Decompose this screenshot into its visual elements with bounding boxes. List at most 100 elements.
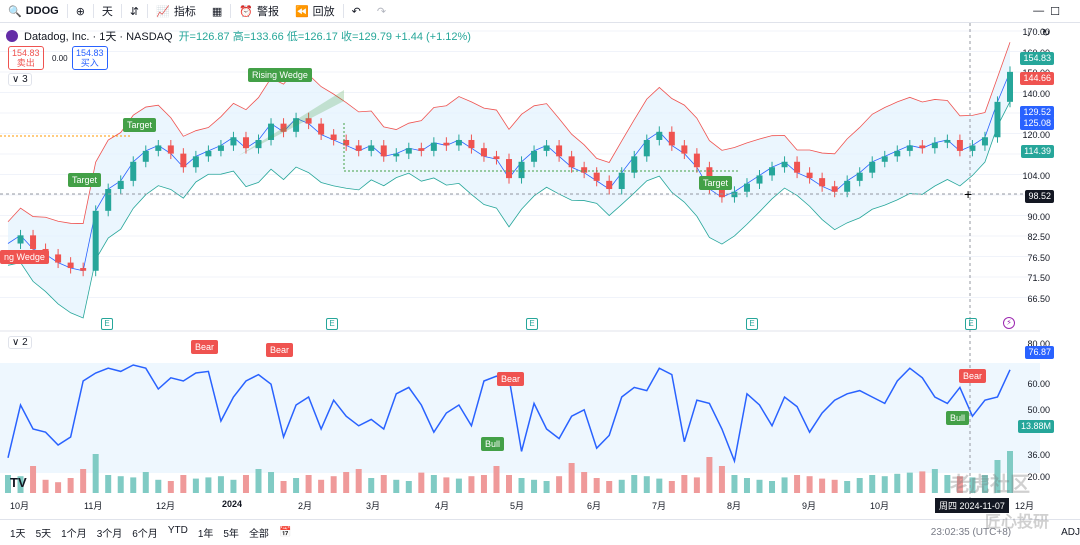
volume-bar [330,476,337,493]
date-range-icon[interactable]: 📅 [278,527,292,538]
time-axis-label: 5月 [510,501,525,511]
undo-button[interactable]: ↶ [344,0,369,22]
bull-label[interactable]: Bull [481,437,505,451]
volume-bar [581,472,588,493]
pane2-indicator-toggle[interactable]: ∨ 2 [8,336,32,349]
bear-label[interactable]: Bear [191,340,219,354]
price-axis-label: 82.50 [1027,232,1050,242]
candle-body [167,145,174,154]
range-button[interactable]: 5天 [35,529,52,540]
volume-bar [969,477,976,493]
volume-bar [42,479,49,493]
candle-body [268,123,275,140]
symbol-search[interactable]: 🔍 DDOG [0,0,67,22]
candle-body [518,161,525,179]
candle-body [230,137,237,146]
sell-price: 154.83 [12,48,40,58]
candle-body [819,178,826,187]
templates-button[interactable]: ▦ [204,0,230,22]
candle-body [305,118,312,124]
axis-controls: ↓ ↻ [1026,28,1050,39]
rising-wedge-label[interactable]: Rising Wedge [248,68,312,82]
candle-body [192,156,199,168]
time-axis-label: 2024 [222,499,243,509]
candle-body [956,139,963,151]
lower-band [7,101,1011,319]
volume-bar [981,475,988,493]
volume-bar [931,469,938,493]
sell-button[interactable]: 154.83 卖出 [8,46,44,70]
indicators-button[interactable]: 📈 指标 [148,0,204,22]
range-button[interactable]: 全部 [248,529,269,540]
rising-wedge-label-left[interactable]: ng Wedge [0,250,49,264]
volume-bar [305,475,312,493]
oscillator-axis-label: 60.00 [1027,379,1050,389]
pane1-indicator-toggle[interactable]: ∨ 3 [8,73,32,86]
volume-bar [393,479,400,493]
refresh-icon[interactable]: ↻ [1041,28,1050,39]
earnings-icon[interactable]: E [746,318,758,330]
alarm-icon: ⏰ [239,5,253,18]
volume-bar [819,478,826,493]
chart-legend: Datadog, Inc. · 1天 · NASDAQ 开=126.87 高=1… [6,28,471,44]
candle-body [693,153,700,168]
time-axis-label: 11月 [84,501,103,511]
divider [342,4,344,18]
price-axis-label: 140.00 [1022,88,1050,99]
replay-button[interactable]: ⏪ 回放 [287,0,343,22]
candle-body [631,156,638,173]
redo-button[interactable]: ↷ [369,0,394,22]
chart-canvas[interactable]: + [0,23,1080,521]
volume-bar [606,481,613,493]
volume-bar [318,479,325,493]
candle-body [430,142,437,151]
buy-button[interactable]: 154.83 买入 [72,46,108,70]
volume-bars [5,451,1013,493]
range-button[interactable]: YTD [167,525,188,536]
candle-body [217,145,224,151]
volume-bar [5,475,11,493]
range-button[interactable]: 6个月 [132,529,158,540]
chart-type-button[interactable]: ⇵ [122,0,147,22]
volume-bar [831,479,838,493]
volume-bar [117,476,124,493]
candle-body [869,161,876,173]
adj-button[interactable]: ADJ [1061,527,1080,538]
target-label[interactable]: Target [699,176,733,190]
target-label[interactable]: Target [123,118,157,132]
range-button[interactable]: 5年 [223,529,239,540]
volume-bar [618,479,625,493]
volume-bar [506,475,512,493]
bear-label[interactable]: Bear [266,343,294,357]
arrow-down-icon[interactable]: ↓ [1025,28,1031,39]
target-label[interactable]: Target [68,173,102,187]
time-axis-label: 10月 [10,501,30,511]
lightning-icon[interactable]: ⚡ [1003,317,1015,329]
wedge-shape [238,90,344,156]
compare-button[interactable]: ⊕ [68,0,93,22]
earnings-icon[interactable]: E [101,318,113,330]
candle-body [831,186,838,192]
legend-title[interactable]: Datadog, Inc. · 1天 · NASDAQ [24,31,173,43]
volume-bar [731,475,738,493]
volume-bar [656,478,663,493]
candle-body [468,139,475,149]
earnings-icon[interactable]: E [326,318,338,330]
alert-button[interactable]: ⏰ 警报 [231,0,287,22]
divider [230,4,232,18]
time-axis-label: 2月 [298,501,313,511]
range-button[interactable]: 1天 [10,529,26,540]
maximize-icon[interactable]: ☐ [1050,5,1060,18]
bear-label[interactable]: Bear [959,369,987,383]
range-button[interactable]: 1年 [197,529,214,540]
range-button[interactable]: 1个月 [61,529,87,540]
range-button[interactable]: 3个月 [96,529,123,540]
earnings-icon[interactable]: E [526,318,538,330]
earnings-icon[interactable]: E [965,318,977,330]
interval-button[interactable]: 天 [94,0,121,22]
bear-label[interactable]: Bear [497,372,525,386]
bull-label[interactable]: Bull [946,411,970,425]
top-toolbar: 🔍 DDOG ⊕ 天 ⇵ 📈 指标 ▦ ⏰ 警报 ⏪ 回放 ↶ ↷ — ☐ [0,0,1080,23]
minimize-icon[interactable]: — [1033,4,1045,17]
time-axis-label: 12月 [156,501,176,511]
